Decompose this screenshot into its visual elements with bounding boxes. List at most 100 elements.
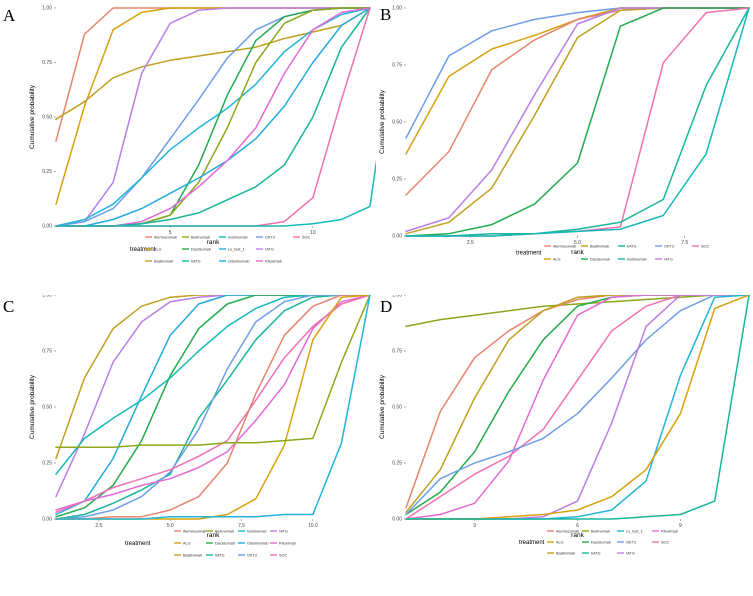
x-tick-label: 2.5 (95, 523, 102, 529)
y-tick-label: 0.00 (42, 517, 52, 523)
series-line-belimumab (55, 294, 371, 449)
series-line-alg (405, 7, 750, 155)
series-line-belimumab (55, 7, 371, 227)
y-tick-label: 0.00 (392, 517, 402, 523)
panel-a: A 0.00 0.25 0.50 0.75 1.00 5 10 rank Cumulative p… (0, 0, 400, 295)
legend-label-odulimomab: Odulimomab (228, 259, 250, 263)
series-line-lu-test-1 (55, 294, 371, 520)
series-line-okt3 (405, 7, 750, 139)
series-line-rituximab (55, 7, 371, 227)
series-line-alemtuzumab (55, 7, 371, 142)
panel-c: C 0.00 0.25 0.50 0.75 1.00 2.5 5.0 7.5 10.0 rank Cu… (0, 293, 376, 591)
legend-label-daclizumab: Daclizumab (590, 257, 610, 261)
x-tick-label: 5.0 (574, 240, 581, 246)
legend-label-belimumab: Belimumab (215, 529, 234, 533)
legend-label-alg: ALG (183, 541, 191, 545)
series-line-hatg (405, 294, 750, 520)
chart-c: C 0.00 0.25 0.50 0.75 1.00 2.5 5.0 7.5 10.0 rank Cu… (3, 293, 371, 557)
legend-label-ratg: rATG (664, 257, 673, 261)
legend-label-alemtuzumab: Alemtuzumab (553, 244, 576, 248)
legend-label-odulimomab: Odulimomab (247, 541, 269, 545)
series-line-daclizumab (405, 294, 750, 516)
x-tick-label: 6 (576, 523, 579, 529)
x-axis-label: rank (207, 239, 220, 246)
legend-label-ratg: rATG (265, 247, 274, 251)
series-line-soc (55, 7, 371, 227)
chart-b: B 0.00 0.25 0.50 0.75 1.00 2.5 5.0 7.5 rank Cumula… (379, 5, 750, 261)
panel-letter: D (380, 297, 392, 316)
legend-label-soc: SOC (302, 235, 310, 239)
x-tick-label: 3 (473, 523, 476, 529)
legend-label-okt3: OKT3 (664, 244, 674, 248)
y-tick-label: 0.25 (42, 461, 52, 467)
x-tick-label: 5 (169, 230, 172, 236)
series-line-okt3 (55, 294, 371, 520)
legend-label-rituximab: Rituximab (661, 529, 678, 533)
x-axis-label: rank (207, 532, 220, 539)
series-line-alemtuzumab (405, 294, 750, 509)
series-line-alemtuzumab (55, 294, 371, 520)
series-line-soc (55, 294, 371, 514)
legend-title: treatment (519, 540, 545, 546)
y-tick-label: 0.75 (42, 349, 52, 355)
y-tick-label: 0.25 (392, 177, 402, 183)
legend-title: treatment (130, 247, 156, 253)
x-tick-label: 7.5 (681, 240, 688, 246)
panel-letter: B (380, 5, 391, 24)
legend-label-daclizumab: Daclizumab (191, 247, 211, 251)
y-tick-label: 0.50 (392, 120, 402, 126)
legend-label-alemtuzumab: Alemtuzumab (183, 529, 206, 533)
y-tick-label: 1.00 (392, 295, 402, 299)
legend-label-hatg: hATG (215, 553, 225, 557)
series-line-inolimomab (55, 7, 400, 227)
legend-label-inolimomab: Inolimomab (627, 257, 647, 261)
y-tick-label: 0.75 (42, 60, 52, 66)
legend-label-hatg: hATG (627, 244, 637, 248)
legend-label-daclizumab: Daclizumab (215, 541, 235, 545)
y-axis-label: Cumulative probability (29, 374, 36, 439)
legend-label-basiliximab: Basiliximab (590, 244, 609, 248)
y-tick-label: 0.50 (42, 405, 52, 411)
series-line-okt3 (55, 7, 371, 227)
y-tick-label: 1.00 (42, 295, 52, 299)
y-tick-label: 0.25 (392, 461, 402, 467)
legend-label-ratg: rATG (279, 529, 288, 533)
y-tick-label: 1.00 (392, 6, 402, 12)
y-axis-label: Cumulative probability (379, 89, 386, 154)
legend-label-okt3: OKT3 (265, 235, 275, 239)
legend-label-soc: SOC (661, 540, 669, 544)
series-line-basiliximab (405, 7, 750, 235)
series-line-inolimomab (405, 7, 750, 237)
y-tick-label: 1.00 (42, 6, 52, 12)
y-tick-label: 0.00 (392, 234, 402, 240)
x-axis-label: rank (571, 249, 584, 256)
x-tick-label: 10 (310, 230, 316, 236)
y-tick-label: 0.75 (392, 63, 402, 69)
legend-label-belimumab: Belimumab (191, 235, 210, 239)
legend-label-alg: ALG (556, 540, 564, 544)
chart-a: A 0.00 0.25 0.50 0.75 1.00 5 10 rank Cumulative p… (3, 6, 400, 263)
legend-label-lu-test-1: Lu_test_1 (228, 247, 245, 251)
panel-letter: A (3, 6, 16, 25)
y-axis-label: Cumulative probability (29, 84, 36, 149)
x-tick-label: 2.5 (467, 240, 474, 246)
y-tick-label: 0.50 (392, 405, 402, 411)
series-line-soc (405, 7, 750, 237)
y-axis-label: Cumulative probability (379, 374, 386, 439)
legend-label-hatg: hATG (591, 551, 601, 555)
legend-label-soc: SOC (279, 553, 287, 557)
series-line-belimumab (405, 294, 750, 328)
legend-label-rituximab: Rituximab (265, 259, 282, 263)
panel-d: D 0.00 0.25 0.50 0.75 1.00 3 6 9 rank Cumulative p… (376, 293, 753, 591)
series-line-soc (405, 294, 750, 520)
x-tick-label: 10.0 (308, 523, 318, 529)
series-line-alg (55, 294, 371, 520)
x-tick-label: 5.0 (167, 523, 174, 529)
legend-label-alg: ALG (154, 247, 162, 251)
legend-label-alemtuzumab: Alemtuzumab (556, 529, 579, 533)
y-tick-label: 0.25 (42, 169, 52, 175)
y-tick-label: 0.50 (42, 115, 52, 121)
series-line-ratg (55, 7, 371, 227)
legend-label-alg: ALG (553, 257, 561, 261)
series-line-hatg (55, 7, 371, 227)
